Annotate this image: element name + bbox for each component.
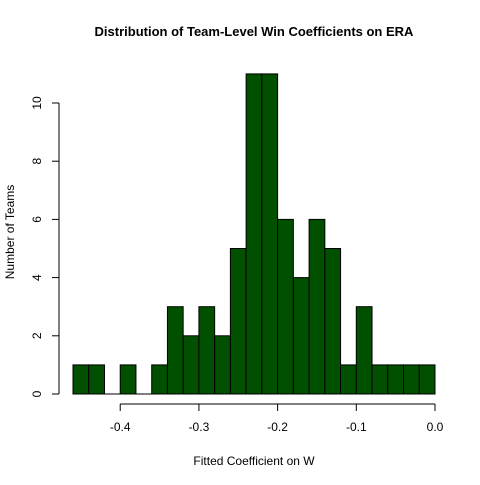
- x-axis: -0.4 -0.3 -0.2 -0.1 0.0: [110, 403, 444, 434]
- histogram-bar: [214, 335, 231, 395]
- histogram-bar: [261, 73, 279, 395]
- x-tick-label: 0.0: [427, 420, 444, 434]
- histogram-bar: [418, 364, 436, 395]
- histogram-bar: [371, 364, 389, 395]
- histogram-bar: [88, 364, 105, 395]
- x-tick-label: -0.2: [267, 420, 288, 434]
- y-tick-label: 4: [30, 274, 44, 281]
- histogram-bar: [72, 364, 90, 395]
- histogram-bar: [229, 248, 247, 395]
- histogram-bar: [403, 364, 420, 395]
- histogram-bar: [340, 364, 357, 395]
- x-tick-label: -0.3: [189, 420, 210, 434]
- histogram-bar: [182, 335, 200, 395]
- x-tick-label: -0.1: [346, 420, 367, 434]
- y-tick-label: 6: [30, 216, 44, 223]
- x-tick-label: -0.4: [110, 420, 131, 434]
- x-axis-label: Fitted Coefficient on W: [193, 454, 315, 468]
- y-tick-label: 10: [30, 96, 44, 110]
- histogram-bar: [308, 218, 326, 395]
- histogram-bar: [119, 364, 137, 395]
- y-tick-label: 8: [30, 158, 44, 165]
- histogram-bar: [198, 306, 216, 395]
- y-axis: 0 2 4 6 8 10: [30, 96, 60, 397]
- histogram-bar: [245, 73, 263, 395]
- bars-group: [72, 73, 436, 395]
- histogram-bar: [355, 306, 373, 395]
- histogram-bar: [324, 248, 342, 395]
- histogram-bar: [292, 277, 310, 395]
- histogram-bar: [166, 306, 184, 395]
- histogram-bar: [387, 364, 405, 395]
- histogram-bar: [151, 364, 168, 395]
- chart-title: Distribution of Team-Level Win Coefficie…: [95, 24, 414, 39]
- y-tick-label: 2: [30, 332, 44, 339]
- y-axis-label: Number of Teams: [3, 185, 17, 279]
- histogram-bar: [277, 218, 294, 395]
- y-tick-label: 0: [30, 390, 44, 397]
